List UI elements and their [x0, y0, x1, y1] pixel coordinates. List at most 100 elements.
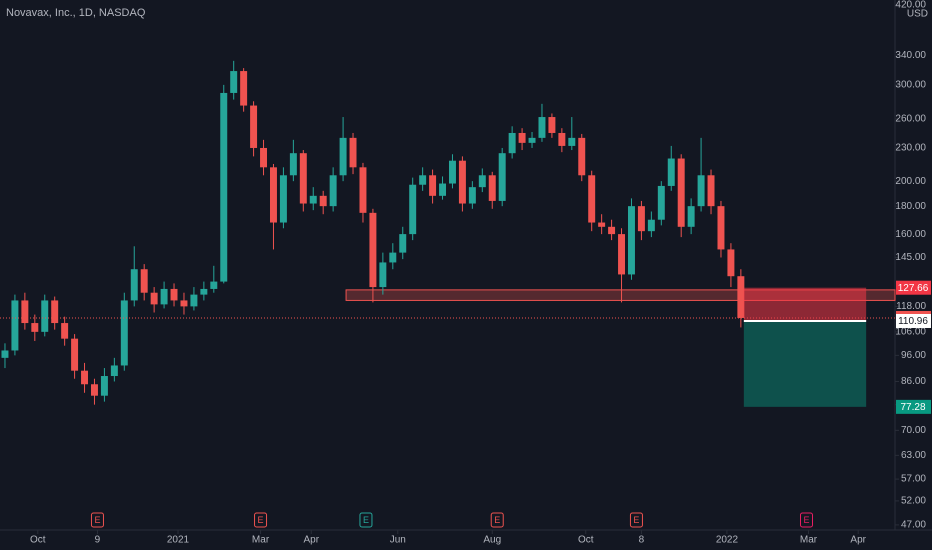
candle-body [667, 158, 675, 186]
x-tick-label: 2022 [716, 535, 739, 546]
event-icon [629, 512, 643, 528]
y-tick-label: 340.00 [895, 50, 926, 61]
event-label: E [494, 515, 500, 525]
x-tick-label: 2021 [167, 535, 190, 546]
candle-body [399, 234, 407, 253]
event-icon [799, 512, 813, 528]
y-tick-label: 70.00 [901, 425, 926, 436]
candle-body [230, 71, 238, 93]
y-tick-label: 260.00 [895, 114, 926, 125]
candle-body [697, 175, 705, 207]
candle-body [180, 300, 188, 307]
candle-body [21, 300, 29, 324]
entry-price-label-box [896, 313, 931, 328]
candle-body [488, 175, 496, 201]
candle-body [299, 153, 307, 204]
candle-body [81, 370, 89, 385]
candle-body [478, 175, 486, 188]
y-tick-label: 180.00 [895, 201, 926, 212]
y-tick-label: 57.00 [901, 474, 926, 485]
candle-body [389, 252, 397, 263]
x-tick-label: Mar [800, 535, 818, 546]
candle-body [409, 184, 417, 235]
candle-body [51, 300, 59, 324]
x-tick-label: Apr [303, 535, 319, 546]
candle-body [250, 105, 258, 148]
candle-body [160, 288, 168, 305]
candle-body [200, 288, 208, 295]
candle-body [240, 71, 248, 106]
candle-body [339, 137, 347, 176]
candle-body [41, 300, 49, 332]
y-tick-label: 300.00 [895, 80, 926, 91]
target-price-label-box [896, 399, 931, 414]
event-icon [359, 512, 373, 528]
candle-body [518, 132, 526, 143]
x-tick-label: 8 [639, 535, 645, 546]
candle-body [279, 175, 287, 223]
candle-body [458, 160, 466, 204]
candle-body [627, 206, 635, 275]
candle-body [369, 212, 377, 288]
y-tick-label: 86.00 [901, 376, 926, 387]
candle-body [657, 185, 665, 220]
candle-body [598, 222, 606, 227]
currency-label: USD [907, 9, 928, 20]
candle-body [588, 175, 596, 223]
y-tick-label: 160.00 [895, 229, 926, 240]
candle-body [528, 137, 536, 143]
entry-price-label: 110.96 [898, 316, 928, 327]
candle-body [11, 300, 19, 351]
y-tick-label: 52.00 [901, 496, 926, 507]
chart-title: Novavax, Inc., 1D, NASDAQ [6, 7, 146, 19]
y-tick-label: 96.00 [901, 350, 926, 361]
candle-body [359, 167, 367, 213]
candle-body [150, 292, 158, 305]
x-tick-label: Mar [252, 535, 270, 546]
candle-body [289, 153, 297, 176]
candle-body [558, 132, 566, 146]
candle-body [707, 175, 715, 207]
candle-body [61, 323, 69, 339]
candle-body [419, 175, 427, 185]
candle-body [309, 195, 317, 204]
candle-body [110, 365, 118, 377]
event-label: E [633, 515, 639, 525]
stop-price-label-box [896, 280, 931, 295]
candle-body [687, 206, 695, 227]
target-price-label: 77.28 [900, 402, 925, 413]
candle-body [269, 167, 277, 223]
candle-body [498, 153, 506, 201]
event-label: E [363, 515, 369, 525]
candle-body [637, 206, 645, 232]
candle-body [508, 132, 516, 154]
candle-body [647, 219, 655, 232]
candle-body [120, 300, 128, 366]
y-tick-label: 420.00 [895, 0, 926, 11]
x-tick-label: Apr [850, 535, 866, 546]
candle-body [468, 187, 476, 204]
candle-body [737, 276, 745, 318]
event-label: E [803, 515, 809, 525]
candle-body [578, 137, 586, 176]
candle-body [429, 175, 437, 196]
candle-body [140, 269, 148, 293]
candle-body [618, 234, 626, 275]
candle-body [717, 206, 725, 250]
x-tick-label: Aug [483, 535, 501, 546]
candle-body [260, 147, 268, 168]
candle-body [538, 117, 546, 138]
y-tick-label: 145.00 [895, 252, 926, 263]
candle-body [71, 338, 79, 371]
candle-body [130, 269, 138, 301]
candle-body [727, 249, 735, 277]
candle-body [568, 137, 576, 146]
candle-body [349, 137, 357, 168]
candle-body [190, 294, 198, 307]
event-icon [90, 512, 104, 528]
event-label: E [258, 515, 264, 525]
candle-body [210, 281, 218, 289]
